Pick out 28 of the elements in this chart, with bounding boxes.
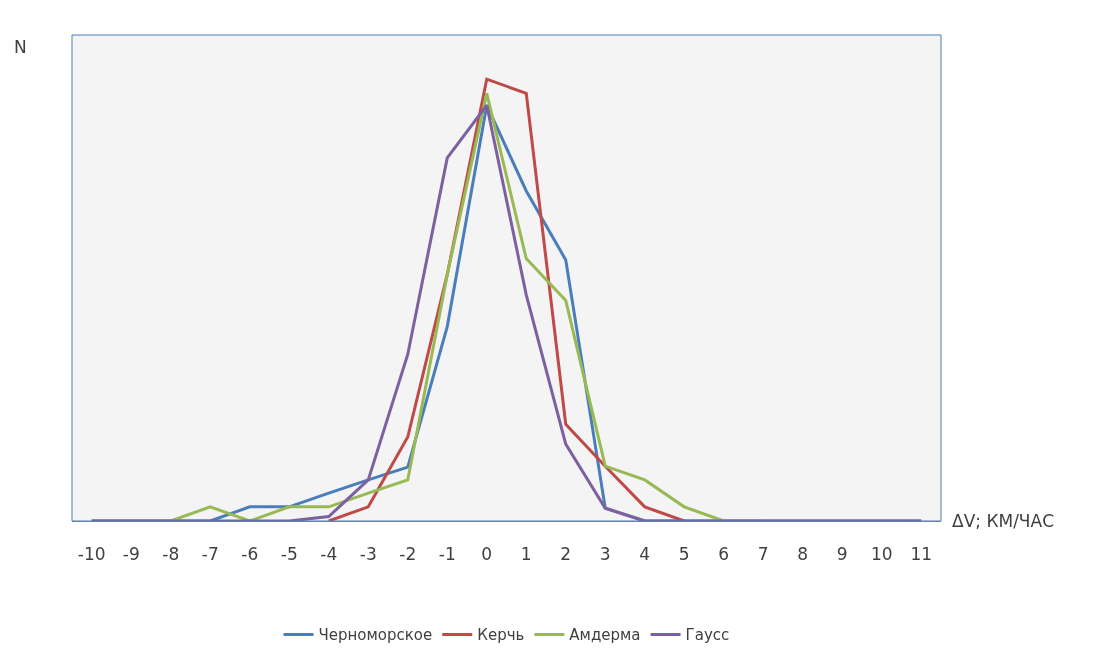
x-tick-label: -7 [201,544,219,565]
x-tick-label: 11 [910,544,933,565]
x-tick-label: -6 [241,544,259,565]
x-tick-label: -9 [122,544,140,565]
x-tick-label: -3 [359,544,377,565]
x-tick-label: 7 [757,544,769,565]
x-tick-label: 3 [599,544,611,565]
x-tick-label: 1 [520,544,532,565]
x-tick-label: 8 [797,544,809,565]
x-tick-label: 5 [678,544,690,565]
x-tick-label: -4 [320,544,338,565]
x-tick-label: -5 [280,544,298,565]
x-tick-label: -2 [399,544,417,565]
legend-label: Амдерма [569,626,641,645]
x-tick-label: -1 [438,544,456,565]
y-axis-title: N [14,37,27,57]
x-tick-label: 9 [836,544,848,565]
legend-label: Керчь [477,626,525,645]
x-tick-label: 0 [481,544,493,565]
x-axis-title: ΔV; КМ/ЧАС [952,511,1055,531]
x-tick-label: 10 [870,544,893,565]
legend-label: Гаусс [685,626,730,645]
legend-label: Черноморское [318,626,433,645]
x-tick-label: 6 [718,544,730,565]
x-tick-label: -8 [162,544,180,565]
x-tick-label: 2 [560,544,572,565]
x-tick-label: 4 [639,544,651,565]
x-tick-label: -10 [77,544,106,565]
